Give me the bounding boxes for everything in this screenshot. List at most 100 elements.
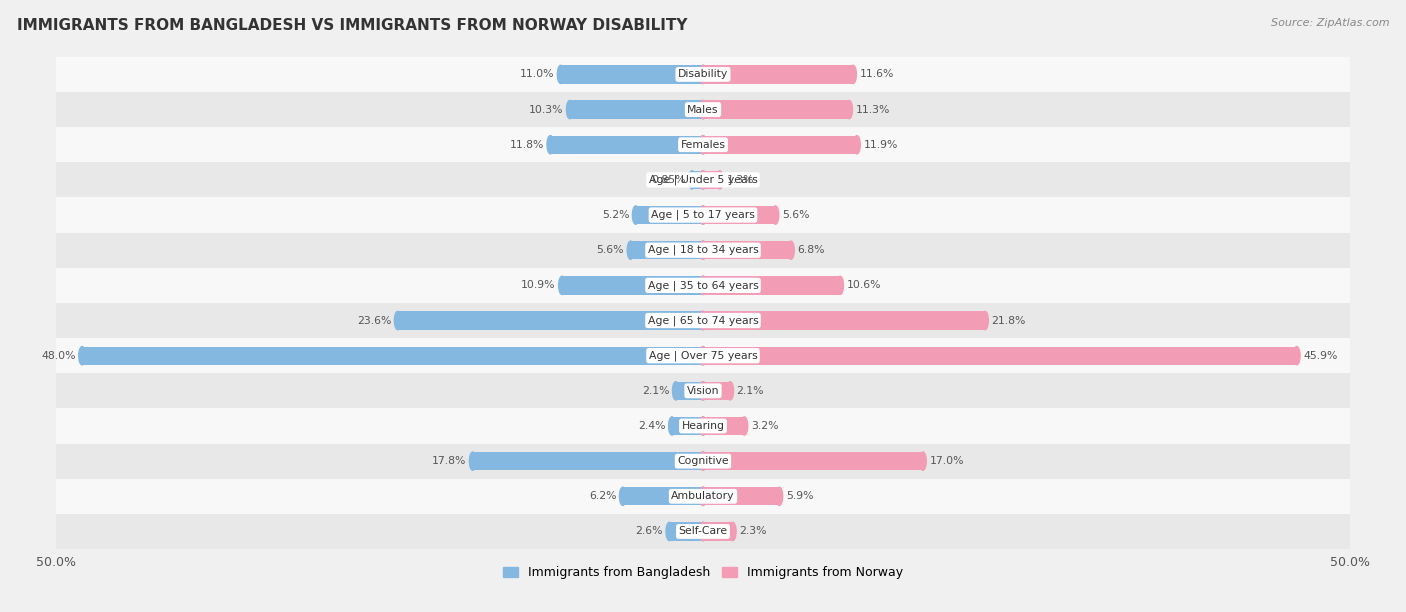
Text: Vision: Vision: [686, 386, 720, 396]
Circle shape: [700, 417, 706, 435]
Circle shape: [846, 100, 852, 119]
Circle shape: [700, 171, 706, 189]
Text: 11.3%: 11.3%: [856, 105, 890, 114]
Bar: [56, 162, 1350, 198]
Text: 5.6%: 5.6%: [782, 210, 810, 220]
Text: 11.9%: 11.9%: [863, 140, 898, 150]
Circle shape: [700, 206, 706, 224]
Circle shape: [394, 312, 401, 330]
Bar: [703, 171, 720, 189]
Text: IMMIGRANTS FROM BANGLADESH VS IMMIGRANTS FROM NORWAY DISABILITY: IMMIGRANTS FROM BANGLADESH VS IMMIGRANTS…: [17, 18, 688, 34]
Circle shape: [787, 241, 794, 259]
Circle shape: [700, 312, 706, 330]
Circle shape: [700, 241, 706, 259]
Text: Age | 35 to 64 years: Age | 35 to 64 years: [648, 280, 758, 291]
Bar: [561, 65, 703, 84]
Circle shape: [772, 206, 779, 224]
Text: 2.4%: 2.4%: [638, 421, 665, 431]
Circle shape: [557, 65, 564, 84]
Circle shape: [700, 276, 706, 294]
Text: Ambulatory: Ambulatory: [671, 491, 735, 501]
Text: 1.3%: 1.3%: [727, 175, 754, 185]
Circle shape: [669, 417, 675, 435]
Text: 11.8%: 11.8%: [509, 140, 544, 150]
Bar: [56, 233, 1350, 268]
Circle shape: [470, 452, 477, 470]
Text: 10.6%: 10.6%: [846, 280, 882, 290]
Circle shape: [666, 522, 672, 540]
Text: Self-Care: Self-Care: [679, 526, 727, 537]
Circle shape: [849, 65, 856, 84]
Bar: [56, 198, 1350, 233]
Text: 45.9%: 45.9%: [1303, 351, 1337, 360]
Circle shape: [700, 522, 706, 540]
Text: 11.6%: 11.6%: [859, 69, 894, 80]
Circle shape: [547, 136, 554, 154]
Text: Cognitive: Cognitive: [678, 456, 728, 466]
Circle shape: [633, 206, 640, 224]
Circle shape: [672, 382, 679, 400]
Text: 17.8%: 17.8%: [432, 456, 467, 466]
Text: Source: ZipAtlas.com: Source: ZipAtlas.com: [1271, 18, 1389, 28]
Bar: [703, 346, 1296, 365]
Text: Males: Males: [688, 105, 718, 114]
Text: 2.1%: 2.1%: [643, 386, 669, 396]
Circle shape: [717, 171, 723, 189]
Circle shape: [700, 346, 706, 365]
Bar: [56, 268, 1350, 303]
Circle shape: [689, 171, 696, 189]
Circle shape: [741, 417, 748, 435]
Bar: [398, 312, 703, 330]
Text: 23.6%: 23.6%: [357, 316, 391, 326]
Circle shape: [730, 522, 737, 540]
Text: Age | 5 to 17 years: Age | 5 to 17 years: [651, 210, 755, 220]
Bar: [703, 487, 779, 506]
Bar: [562, 276, 703, 294]
Circle shape: [981, 312, 988, 330]
Text: 10.3%: 10.3%: [529, 105, 564, 114]
Circle shape: [558, 276, 565, 294]
Bar: [56, 338, 1350, 373]
Bar: [56, 514, 1350, 549]
Circle shape: [700, 452, 706, 470]
Bar: [56, 408, 1350, 444]
Bar: [703, 65, 853, 84]
Circle shape: [700, 346, 706, 365]
Text: Disability: Disability: [678, 69, 728, 80]
Circle shape: [620, 487, 626, 506]
Text: 11.0%: 11.0%: [520, 69, 554, 80]
Bar: [703, 312, 986, 330]
Bar: [630, 241, 703, 259]
Bar: [703, 276, 841, 294]
Bar: [676, 382, 703, 400]
Circle shape: [700, 312, 706, 330]
Circle shape: [700, 206, 706, 224]
Circle shape: [700, 452, 706, 470]
Text: Age | 65 to 74 years: Age | 65 to 74 years: [648, 315, 758, 326]
Bar: [56, 479, 1350, 514]
Text: 3.2%: 3.2%: [751, 421, 779, 431]
Text: 5.2%: 5.2%: [602, 210, 630, 220]
Bar: [472, 452, 703, 470]
Circle shape: [700, 276, 706, 294]
Bar: [56, 92, 1350, 127]
Bar: [703, 241, 792, 259]
Text: Age | 18 to 34 years: Age | 18 to 34 years: [648, 245, 758, 255]
Text: Females: Females: [681, 140, 725, 150]
Circle shape: [700, 65, 706, 84]
Bar: [636, 206, 703, 224]
Bar: [56, 444, 1350, 479]
Text: 2.1%: 2.1%: [737, 386, 763, 396]
Bar: [623, 487, 703, 506]
Text: Age | Over 75 years: Age | Over 75 years: [648, 351, 758, 361]
Bar: [82, 346, 703, 365]
Circle shape: [79, 346, 86, 365]
Circle shape: [853, 136, 860, 154]
Bar: [672, 417, 703, 435]
Text: 6.8%: 6.8%: [797, 245, 825, 255]
Bar: [703, 522, 733, 540]
Bar: [703, 417, 744, 435]
Bar: [692, 171, 703, 189]
Circle shape: [700, 487, 706, 506]
Circle shape: [700, 382, 706, 400]
